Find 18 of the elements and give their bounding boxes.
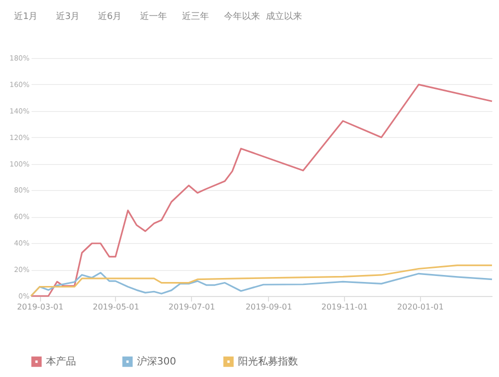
x-tick-label: 2019-03-01: [16, 302, 64, 312]
text: 成立以来: [266, 11, 302, 22]
x-tick-label: 2019-09-01: [246, 302, 292, 312]
legend-label: 沪深300: [137, 356, 176, 368]
text: 近6月: [98, 11, 122, 22]
x-tick-label: 2020-01-01: [397, 302, 444, 312]
text: 今年以来: [224, 11, 260, 22]
text: 近3月: [56, 11, 80, 22]
line-series: [30, 264, 493, 297]
legend-label: 阳光私募指数: [238, 356, 298, 368]
x-tick-label: 2019-11-01: [321, 302, 368, 312]
text: 近三年: [182, 11, 209, 22]
text: 近一年: [140, 11, 167, 22]
line-series: [30, 84, 493, 297]
x-tick-label: 2019-07-01: [168, 302, 216, 312]
legend-label: 本产品: [46, 356, 76, 368]
x-tick-label: 2019-05-01: [92, 302, 140, 312]
text: 近1月: [14, 11, 38, 22]
